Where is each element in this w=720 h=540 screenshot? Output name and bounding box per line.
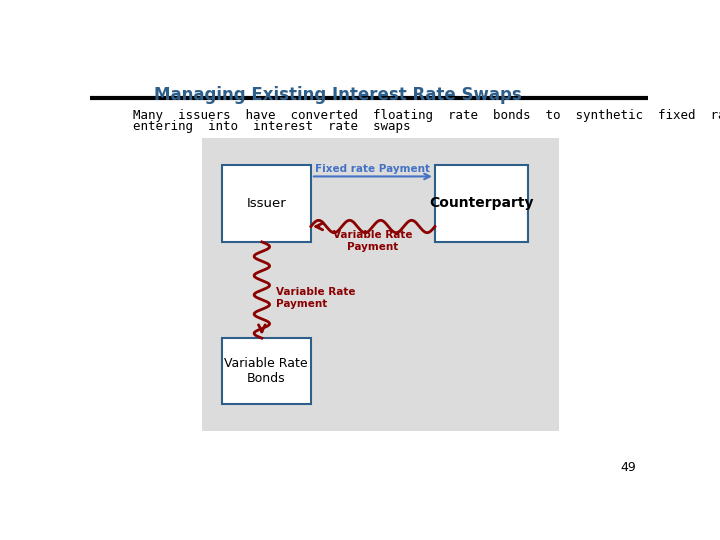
Text: Fixed rate Payment: Fixed rate Payment [315, 164, 431, 174]
Text: entering  into  interest  rate  swaps: entering into interest rate swaps [132, 120, 410, 133]
Bar [222, 338, 311, 403]
Bar [222, 165, 311, 242]
Text: Many  issuers  have  converted  floating  rate  bonds  to  synthetic  fixed  rat: Many issuers have converted floating rat… [132, 109, 720, 122]
Text: 49: 49 [621, 462, 636, 475]
Text: Managing Existing Interest Rate Swaps: Managing Existing Interest Rate Swaps [154, 85, 522, 104]
Text: Issuer: Issuer [246, 197, 286, 210]
Text: Variable Rate
Payment: Variable Rate Payment [276, 287, 355, 308]
Text: Variable Rate
Payment: Variable Rate Payment [333, 231, 413, 252]
Bar [202, 138, 559, 430]
Bar [435, 165, 528, 242]
Text: Counterparty: Counterparty [429, 197, 534, 211]
Text: Variable Rate
Bonds: Variable Rate Bonds [225, 357, 308, 385]
